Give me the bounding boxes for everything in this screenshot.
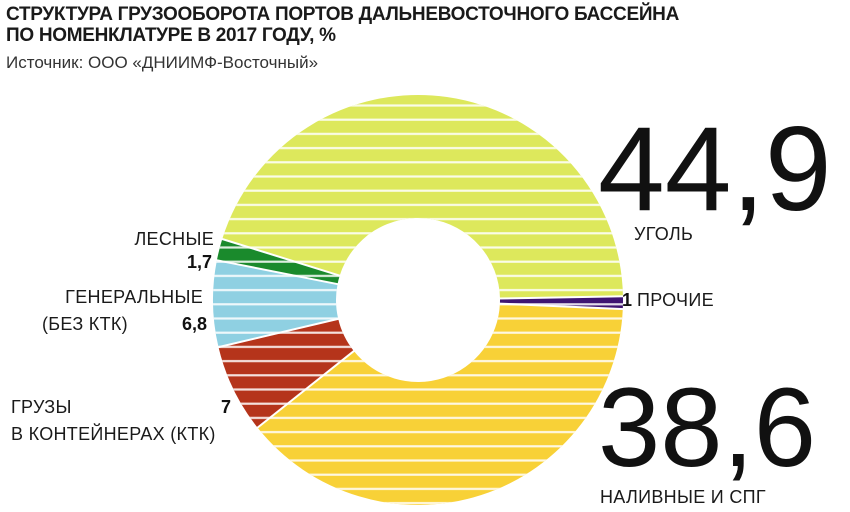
chart-title-line2: ПО НОМЕНКЛАТУРЕ В 2017 ГОДУ, % <box>6 25 336 46</box>
slice-stripes-containers <box>218 318 354 428</box>
value-label-other: 1 <box>622 290 632 310</box>
slice-label-general-line2: (БЕЗ КТК) <box>42 314 128 334</box>
slice-label-liquid: НАЛИВНЫЕ И СПГ <box>600 487 766 507</box>
separator-other <box>498 295 624 300</box>
separator-coal <box>221 237 341 277</box>
value-label-liquid: 38,6 <box>598 365 816 490</box>
chart-title-line1: СТРУКТУРА ГРУЗООБОРОТА ПОРТОВ ДАЛЬНЕВОСТ… <box>6 4 680 25</box>
slice-stripes-timber <box>216 239 340 285</box>
slice-label-timber: ЛЕСНЫЕ <box>134 229 214 249</box>
donut-slices <box>212 95 624 505</box>
separator-general <box>217 317 340 349</box>
separator-liquid <box>498 302 624 311</box>
separator-containers <box>256 349 356 430</box>
value-label-timber: 1,7 <box>187 252 212 272</box>
slice-stripes-coal <box>222 95 623 299</box>
slice-label-containers-line1: ГРУЗЫ <box>11 397 72 417</box>
value-label-general: 6,8 <box>182 314 207 334</box>
slice-stripes-other <box>499 296 623 310</box>
slice-label-general-line1: ГЕНЕРАЛЬНЫЕ <box>65 287 203 307</box>
chart-source: Источник: ООО «ДНИИМФ-Восточный» <box>6 53 319 72</box>
slice-label-coal: УГОЛЬ <box>634 224 693 244</box>
slice-label-other: ПРОЧИЕ <box>637 290 714 310</box>
separator-timber <box>215 259 339 286</box>
slice-label-containers-line2: В КОНТЕЙНЕРАХ (КТК) <box>11 423 216 444</box>
value-label-containers: 7 <box>221 397 231 417</box>
slice-stripes-liquid <box>257 303 623 505</box>
value-label-coal: 44,9 <box>598 102 832 236</box>
chart-title: СТРУКТУРА ГРУЗООБОРОТА ПОРТОВ ДАЛЬНЕВОСТ… <box>6 4 679 46</box>
